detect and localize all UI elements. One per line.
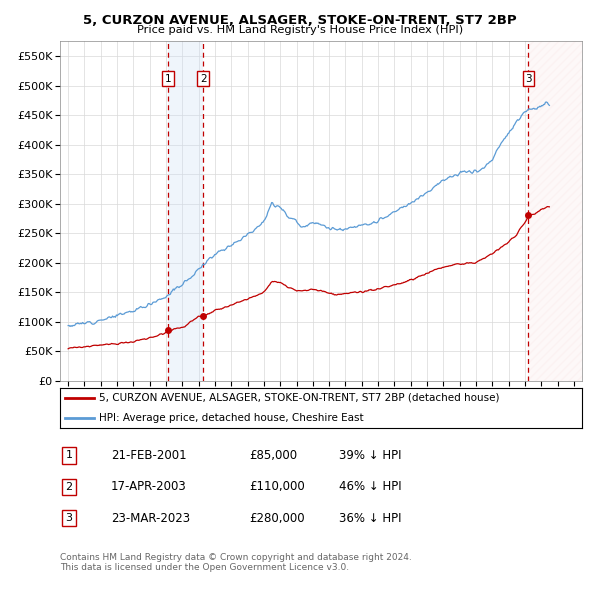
Text: 21-FEB-2001: 21-FEB-2001 bbox=[111, 449, 187, 462]
Text: 46% ↓ HPI: 46% ↓ HPI bbox=[339, 480, 401, 493]
Text: Price paid vs. HM Land Registry's House Price Index (HPI): Price paid vs. HM Land Registry's House … bbox=[137, 25, 463, 35]
Text: 5, CURZON AVENUE, ALSAGER, STOKE-ON-TRENT, ST7 2BP: 5, CURZON AVENUE, ALSAGER, STOKE-ON-TREN… bbox=[83, 14, 517, 27]
Text: 2: 2 bbox=[65, 482, 73, 491]
Bar bbox=[168, 41, 203, 381]
Text: 1: 1 bbox=[165, 74, 172, 84]
Bar bbox=[529, 41, 582, 381]
Text: 36% ↓ HPI: 36% ↓ HPI bbox=[339, 512, 401, 525]
Text: 1: 1 bbox=[65, 451, 73, 460]
Text: £85,000: £85,000 bbox=[249, 449, 297, 462]
Text: £110,000: £110,000 bbox=[249, 480, 305, 493]
Text: HPI: Average price, detached house, Cheshire East: HPI: Average price, detached house, Ches… bbox=[99, 413, 364, 422]
Text: 3: 3 bbox=[65, 513, 73, 523]
Text: £280,000: £280,000 bbox=[249, 512, 305, 525]
Text: 2: 2 bbox=[200, 74, 206, 84]
Text: 39% ↓ HPI: 39% ↓ HPI bbox=[339, 449, 401, 462]
Bar bbox=[529, 41, 582, 381]
Text: 17-APR-2003: 17-APR-2003 bbox=[111, 480, 187, 493]
Text: 23-MAR-2023: 23-MAR-2023 bbox=[111, 512, 190, 525]
Text: Contains HM Land Registry data © Crown copyright and database right 2024.: Contains HM Land Registry data © Crown c… bbox=[60, 553, 412, 562]
Text: 3: 3 bbox=[525, 74, 532, 84]
Text: This data is licensed under the Open Government Licence v3.0.: This data is licensed under the Open Gov… bbox=[60, 563, 349, 572]
Text: 5, CURZON AVENUE, ALSAGER, STOKE-ON-TRENT, ST7 2BP (detached house): 5, CURZON AVENUE, ALSAGER, STOKE-ON-TREN… bbox=[99, 393, 500, 402]
